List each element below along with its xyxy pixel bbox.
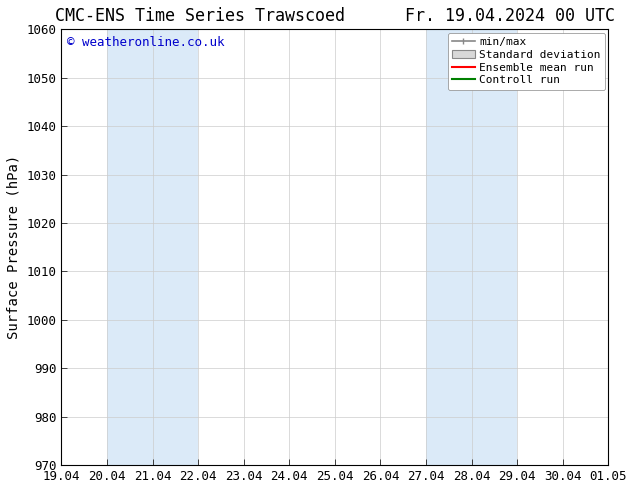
Legend: min/max, Standard deviation, Ensemble mean run, Controll run: min/max, Standard deviation, Ensemble me… [448,33,605,90]
Title: CMC-ENS Time Series Trawscoed      Fr. 19.04.2024 00 UTC: CMC-ENS Time Series Trawscoed Fr. 19.04.… [55,7,615,25]
Bar [107,29,198,465]
Bar [426,29,517,465]
Y-axis label: Surface Pressure (hPa): Surface Pressure (hPa) [7,155,21,340]
Text: © weatheronline.co.uk: © weatheronline.co.uk [67,36,224,49]
